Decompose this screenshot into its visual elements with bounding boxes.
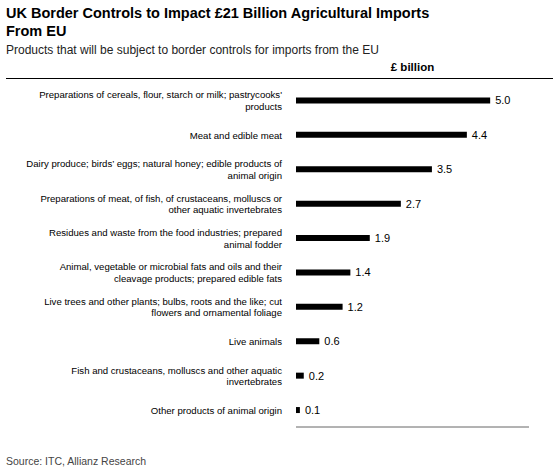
svg-text:1.9: 1.9 xyxy=(375,232,390,244)
svg-text:0.1: 0.1 xyxy=(305,404,320,416)
html-text:Products that will be subject: Products that will be subject to border … xyxy=(6,43,379,57)
html-text:UK Border Controls to Impact £: UK Border Controls to Impact £21 Billion… xyxy=(6,5,430,39)
svg-text:1.2: 1.2 xyxy=(348,301,363,313)
svg-text:Live trees and other plants; b: Live trees and other plants; bulbs, root… xyxy=(44,295,282,318)
svg-text:Dairy produce; birds’ eggs; na: Dairy produce; birds’ eggs; natural hone… xyxy=(26,158,282,181)
svg-text:Live animals: Live animals xyxy=(229,336,283,347)
svg-text:2.7: 2.7 xyxy=(406,198,421,210)
svg-text:Preparations of cereals, flour: Preparations of cereals, flour, starch o… xyxy=(39,89,282,112)
svg-text:1.4: 1.4 xyxy=(355,266,370,278)
svg-text:Animal, vegetable or microbial: Animal, vegetable or microbial fats and … xyxy=(60,261,283,284)
svg-text:5.0: 5.0 xyxy=(495,94,510,106)
svg-text:4.4: 4.4 xyxy=(472,129,487,141)
svg-text:0.2: 0.2 xyxy=(309,370,324,382)
svg-text:3.5: 3.5 xyxy=(437,163,452,175)
svg-text:Residues and waste from the fo: Residues and waste from the food industr… xyxy=(49,227,283,250)
html-text:Source: ITC, Allianz Research: Source: ITC, Allianz Research xyxy=(6,455,147,467)
svg-text:0.6: 0.6 xyxy=(324,335,339,347)
svg-text:Other products of animal origi: Other products of animal origin xyxy=(151,404,282,415)
svg-text:Preparations of meat, of fish,: Preparations of meat, of fish, of crusta… xyxy=(40,192,282,215)
html-text:£ billion: £ billion xyxy=(390,61,435,73)
svg-text:Meat and edible meat: Meat and edible meat xyxy=(190,129,283,140)
svg-text:Fish and crustaceans, molluscs: Fish and crustaceans, molluscs and other… xyxy=(71,364,282,387)
